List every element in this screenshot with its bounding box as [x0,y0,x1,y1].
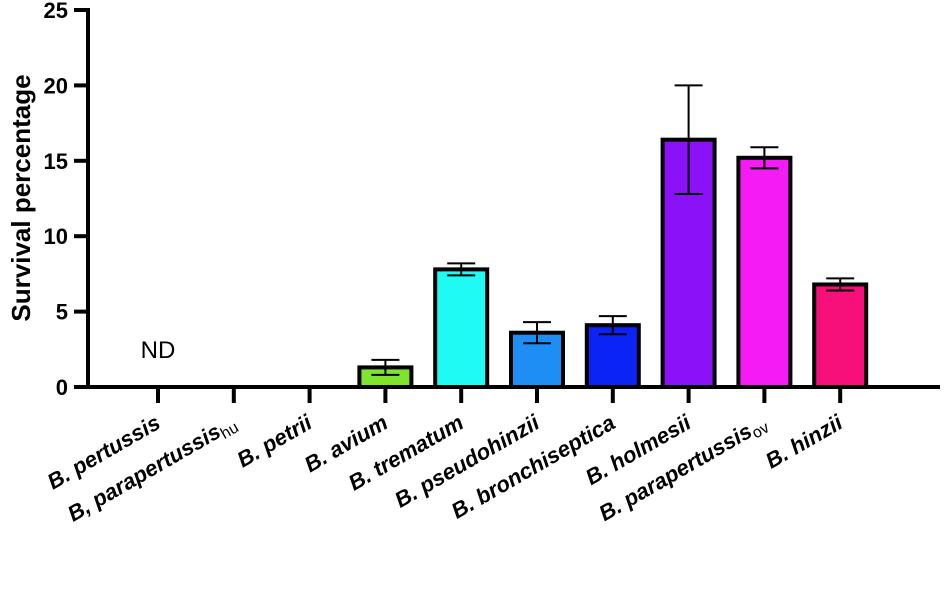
x-tick-label-subscript: hu [218,419,242,443]
y-axis-ticks: 0 5 10 15 20 25 [44,0,88,400]
bar [812,282,869,389]
y-tick-label: 15 [44,149,68,174]
y-axis-label: Survival percentage [6,74,36,321]
bar [433,267,490,390]
x-tick-label: B. hinzii [761,409,847,473]
y-tick-label: 10 [44,224,68,249]
bar [736,155,793,389]
y-tick-label: 20 [44,73,68,98]
x-tick-label-text: B. hinzii [761,409,847,473]
bars [357,84,869,390]
y-tick-label: 25 [44,0,68,23]
y-tick-label: 5 [56,300,68,325]
x-tick-label-subscript: ov [749,419,772,442]
nd-annotation: ND [141,337,176,364]
y-tick-label: 0 [56,375,68,400]
